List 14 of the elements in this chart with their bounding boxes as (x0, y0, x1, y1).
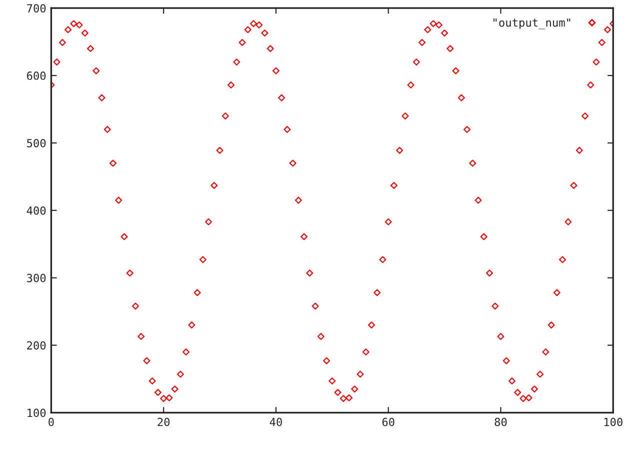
y-tick-label: 300 (27, 274, 46, 282)
y-tick-label: 200 (27, 341, 46, 350)
x-tick-label: 0 (48, 418, 54, 426)
y-tick-label: 100 (28, 408, 46, 418)
x-tick-label: 20 (158, 418, 170, 426)
x-tick-label: 80 (494, 418, 507, 426)
y-tick-label: 600 (26, 72, 46, 80)
legend-label: "output_num" (494, 18, 570, 30)
x-tick-label: 40 (270, 418, 282, 426)
x-tick-label: 60 (382, 418, 394, 426)
y-tick-label: 500 (27, 138, 46, 148)
y-tick-label: 400 (26, 206, 46, 215)
x-tick-label: 100 (604, 418, 622, 426)
y-tick-label: 700 (27, 4, 46, 13)
